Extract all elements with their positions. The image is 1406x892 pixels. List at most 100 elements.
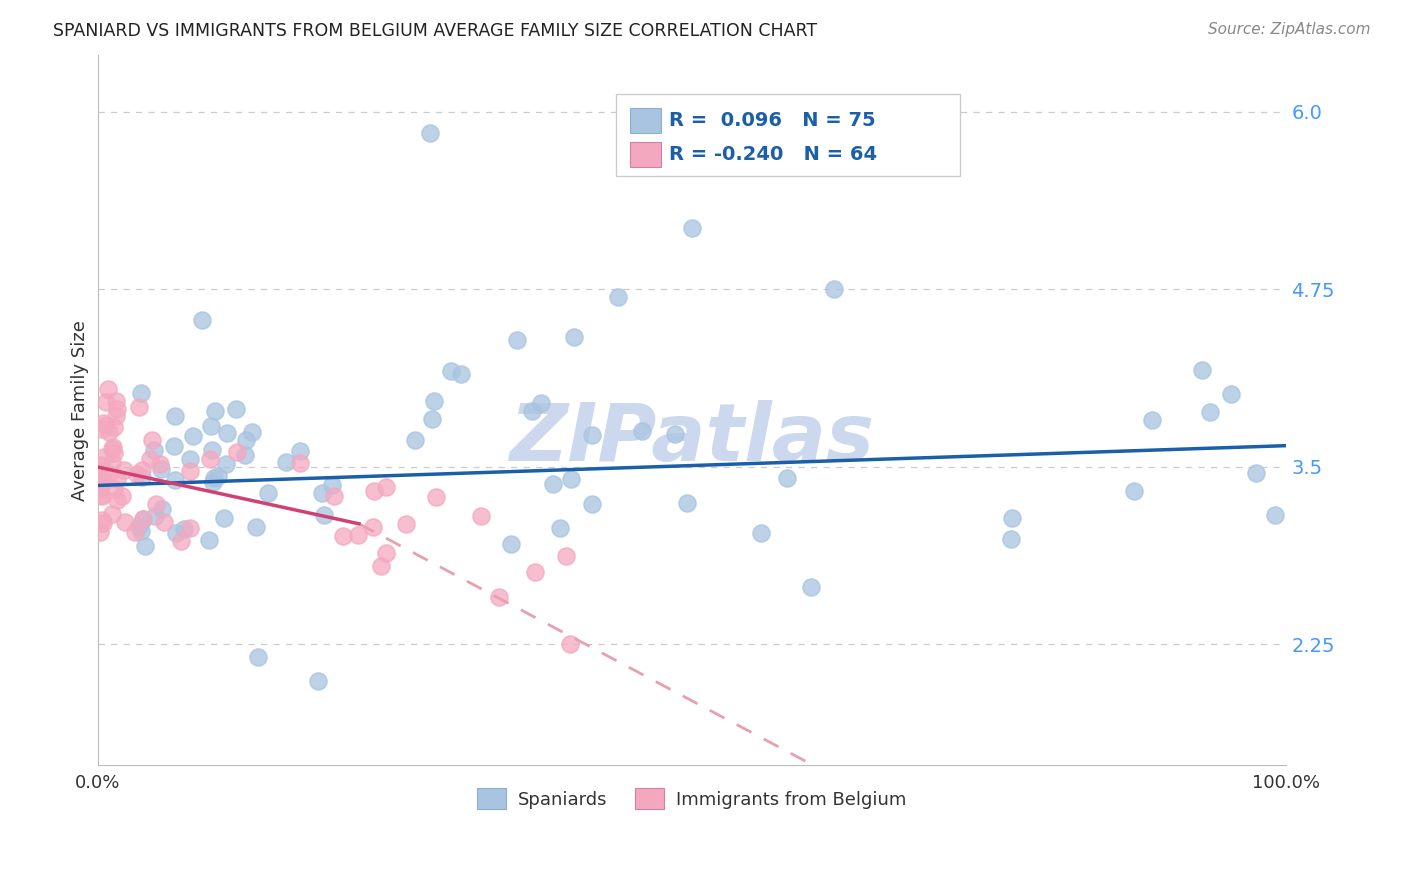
Point xyxy=(131,511,153,525)
Point xyxy=(1264,508,1286,523)
Point xyxy=(541,476,564,491)
Point xyxy=(395,517,418,532)
Point xyxy=(97,467,120,482)
Point xyxy=(800,580,823,594)
Point xyxy=(131,470,153,484)
Point xyxy=(425,490,447,504)
Point xyxy=(374,546,396,560)
Point xyxy=(548,521,571,535)
Point xyxy=(240,425,263,439)
Point xyxy=(450,367,472,381)
Point xyxy=(225,401,247,416)
Point xyxy=(104,393,127,408)
Point xyxy=(488,591,510,605)
Point xyxy=(201,443,224,458)
Point xyxy=(141,433,163,447)
Point xyxy=(170,534,193,549)
Point xyxy=(150,501,173,516)
Point xyxy=(555,549,578,564)
Point xyxy=(1244,467,1267,481)
Point xyxy=(105,402,128,417)
Point xyxy=(423,393,446,408)
Point xyxy=(124,524,146,539)
Point xyxy=(1000,532,1022,546)
Point xyxy=(103,483,125,497)
Point xyxy=(101,507,124,521)
Point xyxy=(132,511,155,525)
Point xyxy=(470,508,492,523)
Point xyxy=(312,508,335,522)
Point xyxy=(112,463,135,477)
Point xyxy=(103,419,125,434)
Point xyxy=(129,386,152,401)
Point xyxy=(89,474,111,488)
Point xyxy=(127,467,149,481)
Y-axis label: Average Family Size: Average Family Size xyxy=(72,319,89,500)
Point xyxy=(560,637,582,651)
Point xyxy=(181,429,204,443)
Point xyxy=(581,497,603,511)
Point xyxy=(198,451,221,466)
Point xyxy=(128,519,150,533)
Point xyxy=(419,126,441,140)
Point xyxy=(1001,511,1024,525)
Point xyxy=(440,364,463,378)
Point xyxy=(134,539,156,553)
Point xyxy=(1140,413,1163,427)
Point xyxy=(607,290,630,304)
Point xyxy=(93,450,115,464)
Point xyxy=(191,312,214,326)
Point xyxy=(311,486,333,500)
Point xyxy=(347,527,370,541)
Point xyxy=(1198,405,1220,419)
Point xyxy=(149,462,172,476)
Point xyxy=(114,515,136,529)
Point xyxy=(212,510,235,524)
Point xyxy=(1123,484,1146,499)
Point xyxy=(288,456,311,470)
Point xyxy=(245,520,267,534)
Point xyxy=(111,489,134,503)
Point xyxy=(420,411,443,425)
Text: R = -0.240   N = 64: R = -0.240 N = 64 xyxy=(669,145,877,164)
Point xyxy=(105,472,128,486)
Legend: Spaniards, Immigrants from Belgium: Spaniards, Immigrants from Belgium xyxy=(470,781,914,816)
Point xyxy=(321,477,343,491)
Point xyxy=(564,330,586,344)
Text: Source: ZipAtlas.com: Source: ZipAtlas.com xyxy=(1208,22,1371,37)
Point xyxy=(93,416,115,430)
Point xyxy=(506,333,529,347)
Point xyxy=(1191,363,1213,377)
Point xyxy=(1219,386,1241,401)
Text: SPANIARD VS IMMIGRANTS FROM BELGIUM AVERAGE FAMILY SIZE CORRELATION CHART: SPANIARD VS IMMIGRANTS FROM BELGIUM AVER… xyxy=(53,22,817,40)
Point xyxy=(90,513,112,527)
Point xyxy=(202,471,225,485)
Point xyxy=(276,455,298,469)
Point xyxy=(776,471,799,485)
Point xyxy=(94,417,117,432)
Point xyxy=(128,401,150,415)
Point xyxy=(101,442,124,456)
Point xyxy=(101,455,124,469)
Point xyxy=(179,521,201,535)
Point xyxy=(179,451,201,466)
Point xyxy=(105,409,128,424)
Point xyxy=(370,559,392,574)
Point xyxy=(103,446,125,460)
Point xyxy=(91,516,114,530)
Point xyxy=(91,422,114,436)
Point xyxy=(142,443,165,458)
Point xyxy=(307,673,329,688)
Point xyxy=(215,426,238,441)
Point xyxy=(200,418,222,433)
Point xyxy=(179,464,201,478)
Point xyxy=(520,404,543,418)
Point xyxy=(332,529,354,543)
Point xyxy=(361,520,384,534)
Point xyxy=(207,469,229,483)
Point xyxy=(97,382,120,396)
Point xyxy=(165,409,187,423)
Point xyxy=(97,425,120,439)
Point xyxy=(235,433,257,447)
Point xyxy=(131,463,153,477)
